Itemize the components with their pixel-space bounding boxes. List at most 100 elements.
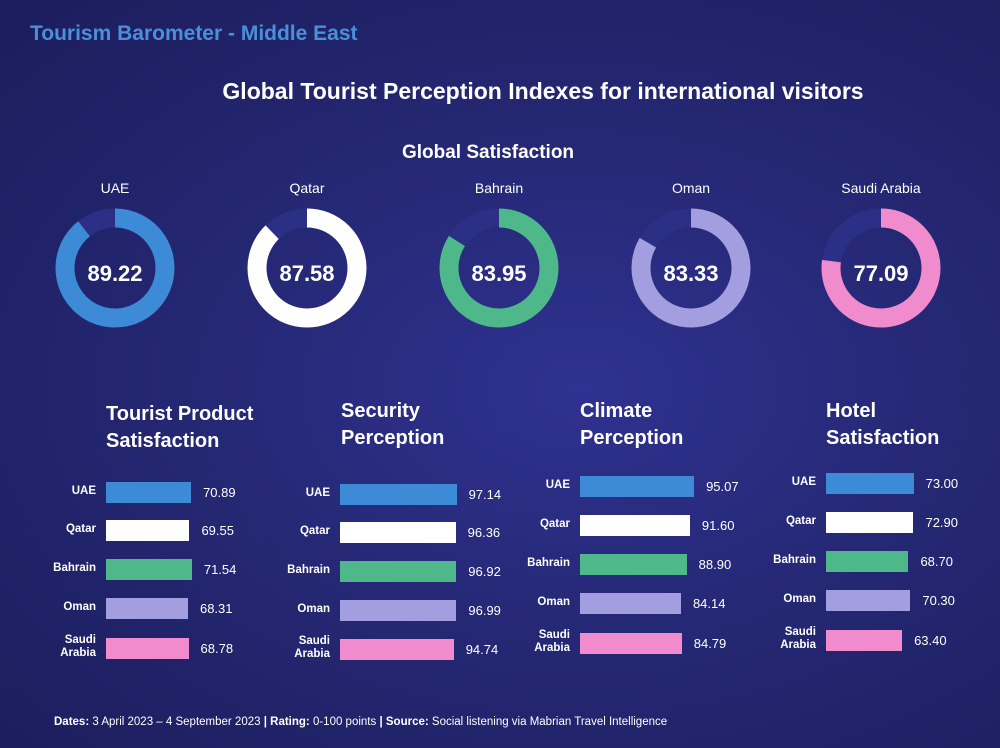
bar-panel-title: Hotel Satisfaction xyxy=(826,398,939,452)
bar-value-label: 68.70 xyxy=(920,554,953,569)
bar-panel-tourist-product-satisfaction: Tourist Product Satisfaction UAE 70.89 Qatar… xyxy=(53,396,336,676)
bar-panel-title: Security Perception xyxy=(341,398,444,452)
bar-category-label-line: UAE xyxy=(71,485,96,497)
bar-category-label-line: Arabia xyxy=(534,642,570,654)
bar-value-label: 71.54 xyxy=(203,562,237,577)
bar xyxy=(580,633,682,654)
bar-value-label: 72.90 xyxy=(925,515,959,530)
bar-value-label: 88.90 xyxy=(698,557,732,572)
global-satisfaction-title: Global Satisfaction xyxy=(401,142,575,163)
bar xyxy=(106,559,192,580)
donut-uae: UAE 89.22 xyxy=(40,180,190,340)
donut-bahrain: Bahrain 83.95 xyxy=(424,180,574,340)
bar-panel-climate-perception: Climate Perception UAE 95.07 Qatar 91.60 Bahra… xyxy=(527,396,810,676)
bar-category-label-line: UAE xyxy=(545,479,570,491)
bar-category-label: Oman xyxy=(746,593,816,606)
footer-dates-value: 3 April 2023 – 4 September 2023 xyxy=(92,716,261,728)
bar-value-label: 84.79 xyxy=(693,636,727,651)
bar-category-label-line: Oman xyxy=(783,593,816,605)
donut-ring xyxy=(55,208,175,328)
bar-value-label: 94.74 xyxy=(465,642,499,657)
bar-value-label: 96.99 xyxy=(468,603,501,618)
bar-value-label: 68.78 xyxy=(200,641,234,656)
donut-label: UAE xyxy=(100,180,130,196)
bar-category-label-line: Bahrain xyxy=(53,562,96,574)
bar xyxy=(826,590,911,611)
bar-category-label: Oman xyxy=(26,601,96,614)
bar-panel-title-line: Perception xyxy=(341,427,445,449)
donut-label: Bahrain xyxy=(474,180,524,196)
donut-value-arc xyxy=(439,208,559,328)
bar-category-label-line: Qatar xyxy=(785,515,816,527)
bar-category-label: Saudi Arabia xyxy=(500,629,570,655)
bar xyxy=(340,561,457,582)
bar-value-label: 96.92 xyxy=(468,564,501,579)
bar-panel-title-line: Tourist Product xyxy=(106,403,254,425)
bar-category-label: Saudi Arabia xyxy=(746,626,816,652)
bar xyxy=(580,593,681,614)
bar-category-label-line: Arabia xyxy=(60,647,96,659)
bar xyxy=(580,515,690,536)
bar xyxy=(340,600,457,621)
bar xyxy=(106,482,192,503)
bar-panel-title-line: Satisfaction xyxy=(826,427,940,449)
bar-category-label: Oman xyxy=(500,596,570,609)
bar-value-label: 69.55 xyxy=(201,523,234,538)
header-title: Tourism Barometer - Middle East xyxy=(30,22,358,45)
footer-source-value: Social listening via Mabrian Travel Inte… xyxy=(431,716,668,728)
bar-category-label-line: Saudi xyxy=(784,626,816,638)
donut-ring xyxy=(821,208,941,328)
bar-category-label-line: Qatar xyxy=(539,518,570,530)
donut-qatar: Qatar 87.58 xyxy=(232,180,382,340)
bar-category-label: UAE xyxy=(500,479,570,492)
bar-value-label: 73.00 xyxy=(925,476,959,491)
bar-category-label: Qatar xyxy=(260,525,330,538)
bar-category-label-line: Saudi xyxy=(298,635,330,647)
donut-value-arc xyxy=(821,208,941,328)
main-title: Global Tourist Perception Indexes for in… xyxy=(222,78,864,104)
bar-category-label-line: Bahrain xyxy=(527,557,570,569)
bar-category-label-line: Qatar xyxy=(65,523,96,535)
donut-label: Saudi Arabia xyxy=(841,180,921,196)
bar-category-label: Qatar xyxy=(26,523,96,536)
bar xyxy=(106,638,189,659)
bar-value-label: 70.30 xyxy=(922,593,955,608)
donut-label: Qatar xyxy=(289,180,325,196)
bar-category-label: UAE xyxy=(746,476,816,489)
bar-panel-title-line: Hotel xyxy=(826,400,876,422)
bar-panel-title: Tourist Product Satisfaction xyxy=(106,401,253,455)
donut-value-label: 87.58 xyxy=(279,261,335,286)
bar xyxy=(106,598,188,619)
bar xyxy=(580,476,695,497)
bar-category-label-line: Oman xyxy=(537,596,570,608)
bar xyxy=(340,639,454,660)
bar-category-label: UAE xyxy=(26,485,96,498)
donut-ring xyxy=(439,208,559,328)
bar-value-label: 91.60 xyxy=(701,518,735,533)
donut-saudi-arabia: Saudi Arabia 77.09 xyxy=(806,180,956,340)
bar-panel-hotel-satisfaction: Hotel Satisfaction UAE 73.00 Qatar 72.90 Bahra… xyxy=(773,396,1000,676)
footer-separator-1: | xyxy=(263,716,267,728)
bar-category-label: Oman xyxy=(260,603,330,616)
bar-category-label-line: Arabia xyxy=(780,639,816,651)
bar-category-label-line: Bahrain xyxy=(773,554,816,566)
bar-category-label: UAE xyxy=(260,487,330,500)
bar-category-label: Bahrain xyxy=(26,562,96,575)
donut-oman: Oman 83.33 xyxy=(616,180,766,340)
bar xyxy=(340,484,457,505)
footer-rating-label: Rating: xyxy=(270,716,310,728)
bar-category-label-line: Bahrain xyxy=(287,564,330,576)
bar xyxy=(580,554,687,575)
bar-category-label: Bahrain xyxy=(260,564,330,577)
bar-category-label: Bahrain xyxy=(500,557,570,570)
bar-value-label: 84.14 xyxy=(692,596,726,611)
bar-category-label-line: Arabia xyxy=(294,648,330,660)
bar xyxy=(826,630,903,651)
bar xyxy=(826,512,914,533)
bar-category-label-line: Oman xyxy=(297,603,330,615)
donut-ring xyxy=(631,208,751,328)
donut-value-label: 83.33 xyxy=(663,261,719,286)
footer-note: Dates: 3 April 2023 – 4 September 2023 |… xyxy=(54,716,667,728)
bar-value-label: 63.40 xyxy=(914,633,947,648)
bar-panel-title-line: Security xyxy=(341,400,420,422)
